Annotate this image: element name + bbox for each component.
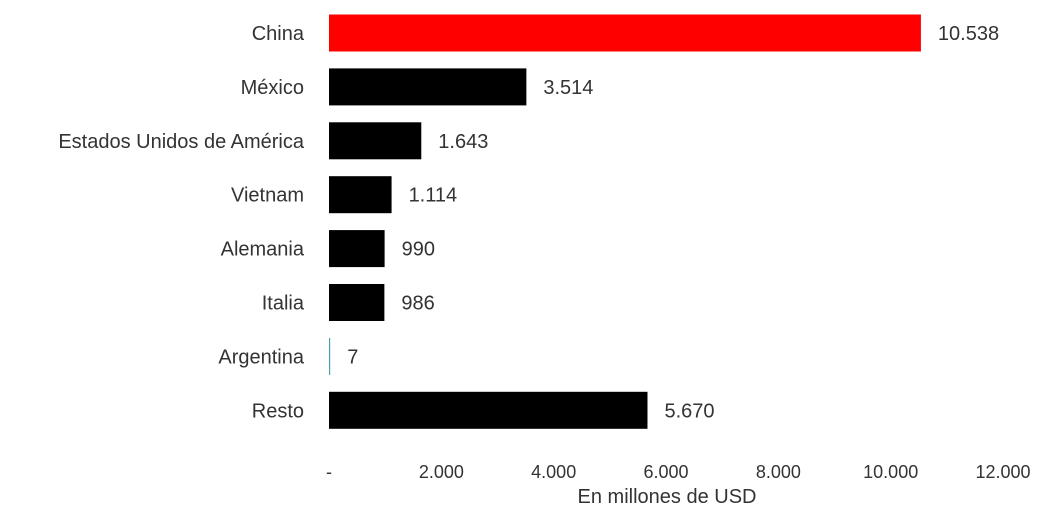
category-label-7: Resto bbox=[252, 400, 304, 422]
bar-4 bbox=[329, 230, 385, 268]
category-label-4: Alemania bbox=[221, 239, 305, 261]
value-label-7: 5.670 bbox=[664, 400, 714, 422]
value-label-4: 990 bbox=[402, 239, 435, 261]
category-label-2: Estados Unidos de América bbox=[58, 131, 305, 153]
value-label-2: 1.643 bbox=[438, 131, 488, 153]
x-tick-label-1: 2.000 bbox=[419, 462, 464, 482]
bar-1 bbox=[329, 68, 527, 106]
value-label-6: 7 bbox=[347, 346, 358, 368]
category-label-3: Vietnam bbox=[231, 185, 304, 207]
bar-2 bbox=[329, 122, 422, 160]
x-tick-label-0: - bbox=[326, 462, 332, 482]
value-label-1: 3.514 bbox=[543, 77, 593, 99]
bar-3 bbox=[329, 176, 392, 214]
bar-5 bbox=[329, 284, 385, 321]
x-tick-label-2: 4.000 bbox=[531, 462, 576, 482]
category-label-1: México bbox=[241, 77, 304, 99]
category-labels-layer: China México Estados Unidos de América Viet… bbox=[58, 23, 305, 422]
category-label-0: China bbox=[252, 23, 305, 45]
value-label-3: 1.114 bbox=[409, 185, 458, 207]
bars-layer bbox=[329, 14, 921, 429]
x-tick-label-3: 6.000 bbox=[643, 462, 688, 482]
value-label-5: 986 bbox=[401, 293, 434, 315]
bar-0 bbox=[329, 14, 921, 52]
x-axis-title: En millones de USD bbox=[578, 486, 757, 508]
category-label-5: Italia bbox=[262, 293, 305, 315]
bar-7 bbox=[329, 391, 648, 429]
value-labels-layer: 10.538 3.514 1.643 1.114 990 986 7 5.670 bbox=[347, 23, 999, 422]
x-tick-label-5: 10.000 bbox=[863, 462, 918, 482]
x-tick-label-4: 8.000 bbox=[756, 462, 801, 482]
bar-6 bbox=[329, 337, 331, 375]
x-axis: - 2.000 4.000 6.000 8.000 10.000 12.000 bbox=[326, 462, 1031, 482]
x-tick-label-6: 12.000 bbox=[976, 462, 1031, 482]
category-label-6: Argentina bbox=[218, 346, 304, 368]
value-label-0: 10.538 bbox=[938, 23, 999, 45]
